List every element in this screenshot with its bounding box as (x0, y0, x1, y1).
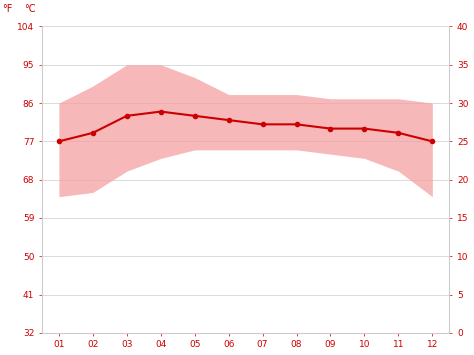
Text: °C: °C (24, 4, 36, 14)
Text: °F: °F (2, 4, 12, 14)
